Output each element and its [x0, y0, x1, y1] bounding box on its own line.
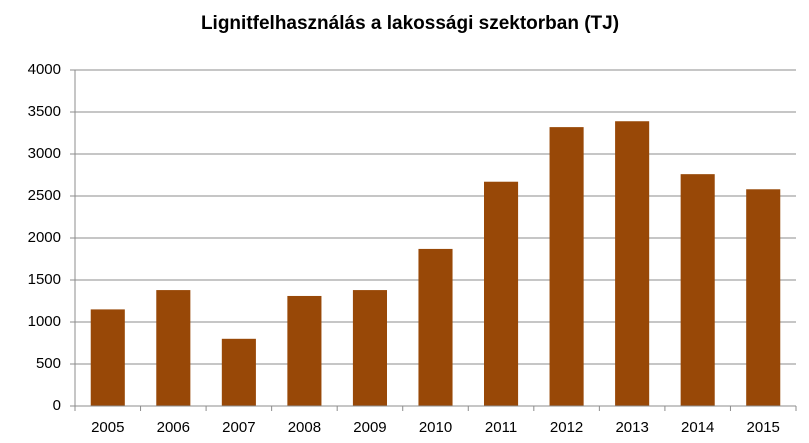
bar	[156, 290, 191, 406]
x-tick-label: 2008	[288, 419, 321, 436]
x-tick-label: 2011	[485, 419, 517, 436]
x-tick-label: 2015	[747, 419, 780, 436]
y-tick-label: 3500	[28, 103, 61, 120]
y-tick-label: 500	[36, 355, 61, 372]
x-tick-label: 2013	[615, 419, 648, 436]
y-tick-label: 1000	[28, 313, 61, 330]
bar	[221, 338, 256, 406]
y-tick-label: 3000	[28, 145, 61, 162]
y-tick-label: 4000	[28, 61, 61, 78]
bar	[418, 248, 453, 406]
y-tick-label: 0	[53, 397, 61, 414]
x-tick-label: 2009	[353, 419, 386, 436]
y-tick-label: 2000	[28, 229, 61, 246]
bar	[90, 309, 125, 406]
bar	[615, 121, 650, 407]
bar	[484, 181, 519, 406]
x-tick-label: 2005	[91, 419, 124, 436]
y-tick-label: 1500	[28, 271, 61, 288]
bar	[549, 127, 584, 407]
chart-title: Lignitfelhasználás a lakossági szektorba…	[201, 13, 619, 34]
bar	[746, 189, 781, 406]
x-tick-label: 2010	[419, 419, 452, 436]
x-tick-label: 2012	[550, 419, 583, 436]
x-tick-label: 2006	[157, 419, 190, 436]
x-tick-label: 2014	[681, 419, 714, 436]
x-tick-label: 2007	[222, 419, 255, 436]
y-tick-label: 2500	[28, 187, 61, 204]
bar	[287, 295, 322, 406]
bar	[680, 174, 715, 406]
bar	[352, 290, 387, 406]
